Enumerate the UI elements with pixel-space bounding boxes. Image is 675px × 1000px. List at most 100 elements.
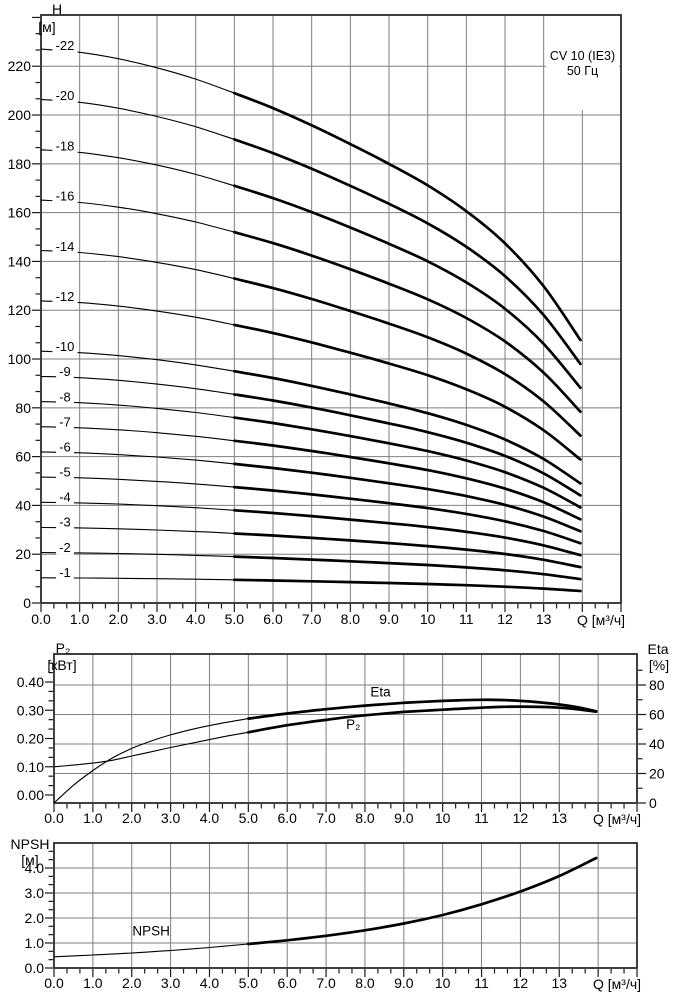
eta-axis-title: Eta	[647, 641, 669, 657]
h-curve-5-thin	[40, 476, 235, 488]
y-tick-label: 180	[8, 156, 32, 172]
y-tick-label: 0	[23, 595, 31, 611]
y-tick-label: 20	[15, 546, 31, 562]
stage-label-20: -20	[56, 88, 75, 103]
stage-label-8: -8	[59, 389, 71, 404]
q-axis-title-top: Q [м³/ч]	[576, 612, 626, 628]
q-axis-title-middle: Q [м³/ч]	[592, 811, 642, 827]
eta-tick-label: 0	[649, 795, 657, 811]
x-tick-label: 8.0	[355, 975, 375, 991]
npsh-tick-label: 1.0	[25, 935, 45, 951]
h-axis-unit: [м]	[38, 19, 56, 35]
pump-model-annotation: CV 10 (IE3) 50 Гц	[546, 16, 619, 110]
y-tick-label: 40	[15, 497, 31, 513]
x-tick-label: 9.0	[379, 611, 399, 627]
plot-border	[40, 14, 622, 604]
h-curve-7-thin	[40, 426, 235, 442]
curve-P₂-thick	[246, 705, 598, 734]
x-tick-label: 6.0	[277, 810, 297, 826]
npsh-tick-label: 4.0	[25, 860, 45, 876]
p2-tick-label: 0.10	[17, 759, 44, 775]
h-curve-14-thin	[40, 249, 235, 280]
h-curve-9-thin	[40, 375, 235, 395]
h-curve-4-thin	[40, 501, 235, 511]
x-tick-label: 0.0	[44, 810, 64, 826]
stage-label-12: -12	[56, 289, 75, 304]
x-tick-label: 0.0	[44, 975, 64, 991]
h-curve-16-thick	[232, 230, 582, 414]
stage-label-bg	[52, 340, 78, 355]
h-curve-22-thick	[232, 91, 582, 342]
stage-label-14: -14	[56, 239, 75, 254]
x-tick-label: 2.0	[122, 975, 142, 991]
x-tick-label: 4.0	[200, 975, 220, 991]
npsh-axis-title: NPSH	[10, 836, 50, 852]
h-curve-8-thick	[232, 416, 582, 509]
x-tick-label: 7.0	[302, 611, 322, 627]
x-tick-label: 11	[474, 975, 489, 991]
x-tick-label: 12	[513, 810, 529, 826]
plot-border	[53, 653, 638, 804]
stage-label-bg	[52, 289, 78, 304]
curve-NPSH-thick	[246, 856, 598, 946]
curve-Eta-thin	[53, 718, 249, 804]
curve-label-NPSH: NPSH	[132, 924, 170, 939]
stage-label-6: -6	[59, 439, 71, 454]
x-tick-label: 10	[435, 810, 451, 826]
stage-label-bg	[52, 139, 78, 154]
x-tick-label: 6.0	[263, 611, 283, 627]
x-tick-label: 3.0	[147, 611, 167, 627]
stage-label-18: -18	[56, 138, 75, 153]
h-axis-title: H	[51, 1, 63, 17]
h-curve-1-thin	[40, 577, 235, 581]
npsh-axis-unit: [м]	[21, 852, 39, 868]
stage-label-bg	[56, 540, 74, 555]
x-tick-label: 1.0	[83, 810, 103, 826]
h-curve-20-thick	[232, 138, 582, 366]
pump-model-name: CV 10 (IE3)	[549, 49, 616, 63]
x-tick-label: 4.0	[186, 611, 206, 627]
y-tick-label: 80	[15, 400, 31, 416]
x-tick-label: 11	[474, 810, 489, 826]
stage-label-bg	[56, 415, 74, 430]
x-tick-label: 13	[536, 611, 552, 627]
x-tick-label: 10	[420, 611, 436, 627]
eta-tick-label: 60	[649, 707, 665, 723]
stage-label-bg	[56, 440, 74, 455]
h-curve-20-thin	[40, 98, 235, 140]
y-tick-label: 220	[8, 58, 32, 74]
stage-label-5: -5	[59, 465, 71, 480]
q-axis-title-bottom: Q [м³/ч]	[592, 976, 642, 992]
h-curve-7-thick	[232, 439, 582, 521]
x-tick-label: 10	[435, 975, 451, 991]
h-curve-22-thin	[40, 48, 235, 94]
npsh-tick-label: 3.0	[25, 885, 45, 901]
curve-Eta-thick	[246, 698, 598, 720]
x-tick-label: 9.0	[394, 975, 414, 991]
stage-label-9: -9	[59, 364, 71, 379]
x-tick-label: 2.0	[109, 611, 129, 627]
x-tick-label: 8.0	[355, 810, 375, 826]
p2-tick-label: 0.00	[17, 787, 44, 803]
eta-tick-label: 20	[649, 766, 665, 782]
plot-border	[53, 842, 638, 969]
stage-label-4: -4	[59, 490, 71, 505]
stage-label-1: -1	[59, 565, 71, 580]
x-tick-label: 9.0	[394, 810, 414, 826]
h-curve-6-thick	[232, 462, 582, 533]
x-tick-label: 5.0	[225, 611, 245, 627]
h-curve-9-thick	[232, 393, 582, 497]
x-tick-label: 13	[551, 975, 567, 991]
stage-label-bg	[56, 465, 74, 480]
npsh-tick-label: 0.0	[25, 960, 45, 976]
x-tick-label: 4.0	[200, 810, 220, 826]
x-tick-label: 5.0	[239, 810, 259, 826]
x-tick-label: 11	[459, 611, 474, 627]
stage-label-bg	[52, 239, 78, 254]
h-curve-16-thin	[40, 199, 235, 233]
x-tick-label: 6.0	[277, 975, 297, 991]
h-curve-1-thick	[232, 578, 582, 593]
stage-label-bg	[56, 515, 74, 530]
stage-label-bg	[52, 39, 78, 54]
